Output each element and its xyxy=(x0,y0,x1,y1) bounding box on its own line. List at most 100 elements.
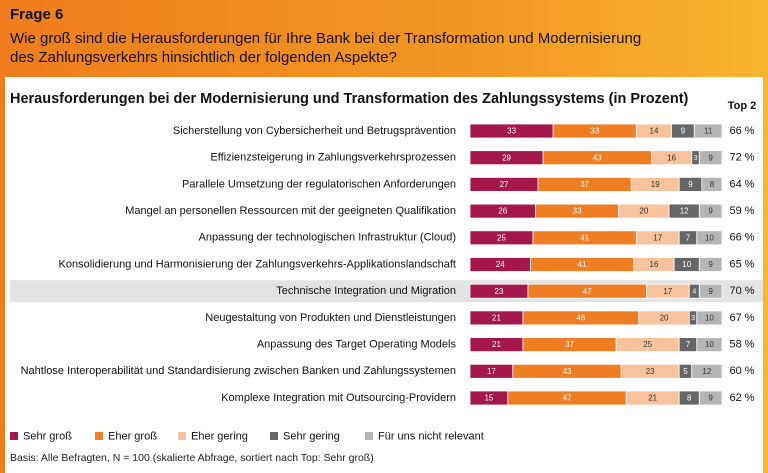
top2-label: 72 % xyxy=(729,152,754,164)
y-tick-label: Neugestaltung von Produkten und Dienstle… xyxy=(205,312,456,324)
y-tick-label: Technische Integration und Migration xyxy=(276,285,456,297)
data-label: 9 xyxy=(708,394,713,403)
bar-segment xyxy=(691,363,723,379)
data-label: 26 xyxy=(498,207,507,216)
data-label: 24 xyxy=(496,260,505,269)
data-label: 47 xyxy=(563,394,572,403)
footnote: Basis: Alle Befragten, N = 100 (skaliert… xyxy=(10,452,374,464)
data-label: 21 xyxy=(648,394,657,403)
bar-segment xyxy=(698,390,723,406)
y-tick-label: Konsolidierung und Harmonisierung der Za… xyxy=(59,258,456,270)
data-label: 37 xyxy=(565,340,574,349)
data-label: 25 xyxy=(643,340,652,349)
top2-label: 58 % xyxy=(729,339,754,351)
data-label: 33 xyxy=(590,127,599,136)
y-tick-label: Sicherstellung von Cybersicherheit und B… xyxy=(173,125,456,137)
data-label: 43 xyxy=(563,367,572,376)
data-label: 9 xyxy=(688,180,693,189)
data-label: 33 xyxy=(507,127,516,136)
chart-title: Herausforderungen bei der Modernisierung… xyxy=(10,91,689,107)
data-label: 16 xyxy=(650,260,659,269)
data-label: 3 xyxy=(694,155,698,162)
data-label: 9 xyxy=(681,127,686,136)
data-label: 7 xyxy=(686,340,691,349)
y-tick-label: Anpassung des Target Operating Models xyxy=(257,339,457,351)
top2-label: 70 % xyxy=(729,285,754,297)
data-label: 15 xyxy=(484,394,493,403)
data-label: 10 xyxy=(705,233,714,242)
bar-segment xyxy=(701,176,723,192)
data-label: 9 xyxy=(708,287,713,296)
bar-segment xyxy=(698,257,723,272)
legend-label: Eher gering xyxy=(191,430,248,442)
data-label: 20 xyxy=(660,314,669,323)
data-label: 7 xyxy=(686,233,691,242)
top2-label: 64 % xyxy=(729,178,754,190)
data-label: 41 xyxy=(580,233,589,242)
data-label: 20 xyxy=(639,207,648,216)
legend-label: Sehr groß xyxy=(23,430,72,442)
data-label: 4 xyxy=(692,289,696,296)
y-tick-label: Parallele Umsetzung der regulatorischen … xyxy=(182,178,456,190)
data-label: 43 xyxy=(593,153,602,162)
legend-swatch xyxy=(365,432,373,440)
data-label: 12 xyxy=(702,367,711,376)
data-label: 19 xyxy=(651,180,660,189)
question-line: des Zahlungsverkehrs hinsichtlich der fo… xyxy=(10,49,397,66)
y-tick-label: Effizienzsteigerung in Zahlungsverkehrsp… xyxy=(210,152,456,164)
panel xyxy=(5,77,763,473)
data-label: 41 xyxy=(578,260,587,269)
data-label: 27 xyxy=(500,180,509,189)
data-label: 23 xyxy=(646,367,655,376)
data-label: 12 xyxy=(680,207,689,216)
data-label: 33 xyxy=(573,207,582,216)
data-label: 17 xyxy=(653,233,662,242)
data-label: 11 xyxy=(704,127,713,136)
data-label: 9 xyxy=(708,153,713,162)
legend-swatch xyxy=(95,432,103,440)
y-tick-label: Komplexe Integration mit Outsourcing-Pro… xyxy=(221,392,456,404)
data-label: 9 xyxy=(708,260,713,269)
top2-label: 62 % xyxy=(729,392,754,404)
data-label: 17 xyxy=(663,287,672,296)
data-label: 46 xyxy=(576,314,585,323)
legend-swatch xyxy=(270,432,278,440)
bar-segment xyxy=(698,283,723,299)
y-tick-label: Nahtlose Interoperabilität und Standardi… xyxy=(21,365,456,377)
data-label: 16 xyxy=(667,153,676,162)
data-label: 5 xyxy=(683,367,688,376)
top2-label: 65 % xyxy=(729,258,754,270)
data-label: 37 xyxy=(580,180,589,189)
data-label: 10 xyxy=(705,340,714,349)
data-label: 8 xyxy=(687,394,692,403)
legend-swatch xyxy=(178,432,186,440)
data-label: 3 xyxy=(691,315,695,322)
data-label: 47 xyxy=(583,287,592,296)
legend-label: Eher groß xyxy=(108,430,157,442)
data-label: 23 xyxy=(495,287,504,296)
legend-label: Sehr gering xyxy=(283,430,340,442)
top2-label: 66 % xyxy=(729,232,754,244)
data-label: 21 xyxy=(492,340,501,349)
data-label: 10 xyxy=(705,314,714,323)
bar-segment xyxy=(693,123,723,139)
legend-swatch xyxy=(10,432,18,440)
data-label: 17 xyxy=(487,367,496,376)
bar-segment xyxy=(698,203,723,219)
bar-segment xyxy=(698,150,723,166)
data-label: 10 xyxy=(682,260,691,269)
data-label: 14 xyxy=(650,127,659,136)
top2-label: 67 % xyxy=(729,312,754,324)
top2-label: 59 % xyxy=(729,205,754,217)
bar-segment xyxy=(696,310,723,326)
legend-label: Für uns nicht relevant xyxy=(378,430,484,442)
question-number: Frage 6 xyxy=(10,6,63,23)
y-tick-label: Anpassung der technologischen Infrastruk… xyxy=(199,232,456,244)
data-label: 29 xyxy=(502,153,511,162)
data-label: 9 xyxy=(708,207,713,216)
top2-label: 60 % xyxy=(729,365,754,377)
y-tick-label: Mangel an personellen Ressourcen mit der… xyxy=(125,205,456,217)
bar-segment xyxy=(696,337,723,353)
